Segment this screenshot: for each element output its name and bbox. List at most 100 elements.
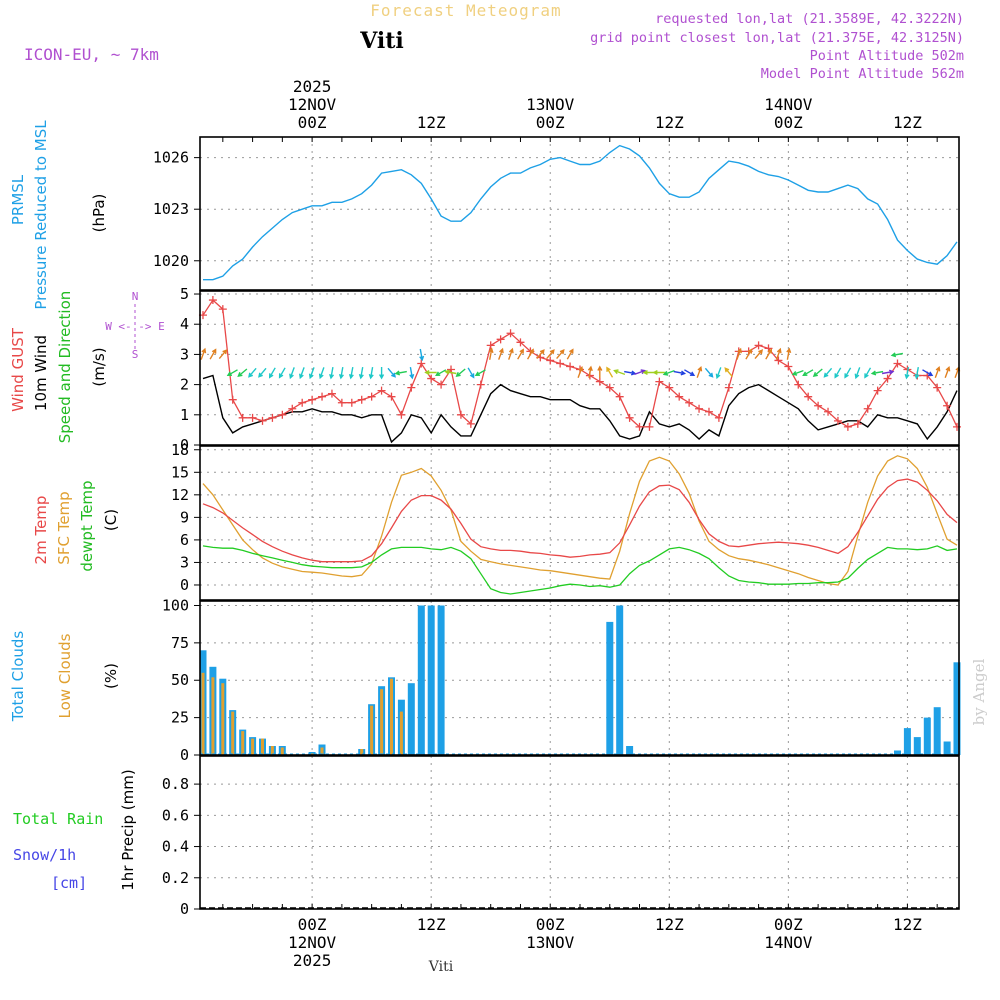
wind-gust-marker [506,329,515,338]
point-altitude: Point Altitude 502m [810,48,964,64]
dewpoint-line [202,545,958,595]
wind-gust-marker [625,413,634,422]
wind-direction-arrow [329,366,335,380]
low-cloud-bar [241,731,245,755]
bottom-time-label: 00Z [298,915,327,934]
wind-direction-arrow [467,367,475,379]
panel-frame-temperature [199,445,960,601]
wind-gust-marker [645,422,654,431]
wind-direction-arrow [754,349,764,360]
wind-direction-arrow [556,349,565,360]
sfc-temp-label: SFC Temp [55,491,73,564]
wind-direction-arrow [318,367,325,380]
station-name: Viti [359,28,404,54]
temp-2m-label: 2m Temp [32,496,50,565]
y-tick-label: 100 [162,596,189,614]
total-cloud-bar [616,605,624,755]
wind-direction-arrow [870,370,884,376]
wind-direction-arrow [736,347,742,360]
wind-direction-label: Speed and Direction [56,291,74,444]
bottom-time-label: 12Z [655,915,684,934]
y-tick-label: 0 [180,576,189,594]
y-tick-label: 1026 [153,149,189,167]
wind-gust-marker [774,356,783,365]
footer-station: Viti [428,959,454,975]
total-cloud-bar [953,662,961,755]
panel-frame-precip [199,755,960,910]
wind-gust-marker [635,422,644,431]
wind-direction-arrow [358,366,364,380]
wind-gust-marker [387,392,396,401]
wind-gust-marker [883,374,892,383]
wind-gust-marker [466,419,475,428]
low-cloud-bar [390,678,393,755]
wind-gust-marker [853,419,862,428]
wind-gust-marker [208,296,217,305]
wind-gust-marker [953,422,962,431]
wind-direction-arrow [613,369,626,376]
grid-coords: grid point closest lon,lat (21.375E, 42.… [590,30,964,46]
wind-direction-arrow [455,368,466,378]
wind-gust-marker [258,416,267,425]
total-cloud-bar [626,746,634,755]
y-tick-label: 2 [180,376,189,394]
top-time-label: 14NOV [764,95,813,114]
plot-marks [198,144,962,755]
wind-direction-arrow [508,347,514,360]
total-rain-label: Total Rain [13,810,103,828]
panel-frame-wind [199,290,960,446]
wind-direction-arrow [348,366,354,380]
wind-direction-arrow [684,369,696,377]
sfc-temp-line [202,455,958,586]
low-cloud-bar [280,747,284,755]
wind-direction-arrow [536,349,545,360]
model-altitude: Model Point Altitude 562m [761,66,964,82]
wind-gust-marker [248,413,257,422]
pressure-label: PRMSL [9,174,27,225]
wind-gust-marker [397,410,406,419]
wind-gust-marker [943,401,952,410]
wind-direction-arrow [662,369,675,376]
wind-direction-arrow [424,369,437,376]
wind-gust-marker [238,413,247,422]
wind-direction-arrow [802,369,814,377]
wind-direction-arrow [258,367,267,378]
y-tick-label: 0 [180,746,189,764]
wind-direction-arrow [765,348,773,360]
wind-gust-marker [675,392,684,401]
wind-gust-marker [427,374,436,383]
wind-gust-marker [357,395,366,404]
wind-gust-marker [288,404,297,413]
total-cloud-bar [933,707,941,755]
wind-direction-arrow [724,367,733,378]
wind-direction-arrow [200,347,207,360]
y-tick-label: 18 [171,441,189,459]
wind-direction-arrow [577,366,584,378]
low-clouds-label: Low Clouds [56,633,74,718]
wind-direction-arrow [854,367,861,380]
bottom-time-label: 12Z [893,915,922,934]
wind-direction-arrow [299,367,305,380]
wind-direction-arrow [704,367,714,378]
wind-gust-marker [605,383,614,392]
wind-direction-arrow [498,347,504,360]
wind-gust-marker [784,362,793,371]
total-cloud-bar [437,605,445,755]
wind-gust-marker [695,404,704,413]
top-time-label: 12NOV [288,95,337,114]
wind-gust-marker [873,386,882,395]
total-cloud-bar [943,741,951,755]
wind-gust-marker [298,398,307,407]
wind-direction-arrow [546,349,555,360]
y-tick-label: 0.8 [162,775,189,793]
wind-gust-marker [377,386,386,395]
model-label: ICON-EU, ~ 7km [24,45,159,64]
y-tick-label: 12 [171,486,189,504]
bottom-time-label: 12Z [417,915,446,934]
wind-direction-arrow [864,367,872,379]
wind-direction-arrow [844,367,852,379]
y-tick-label: 25 [171,709,189,727]
pressure-line [203,144,958,281]
compass-we: W <- -> E [105,320,165,333]
